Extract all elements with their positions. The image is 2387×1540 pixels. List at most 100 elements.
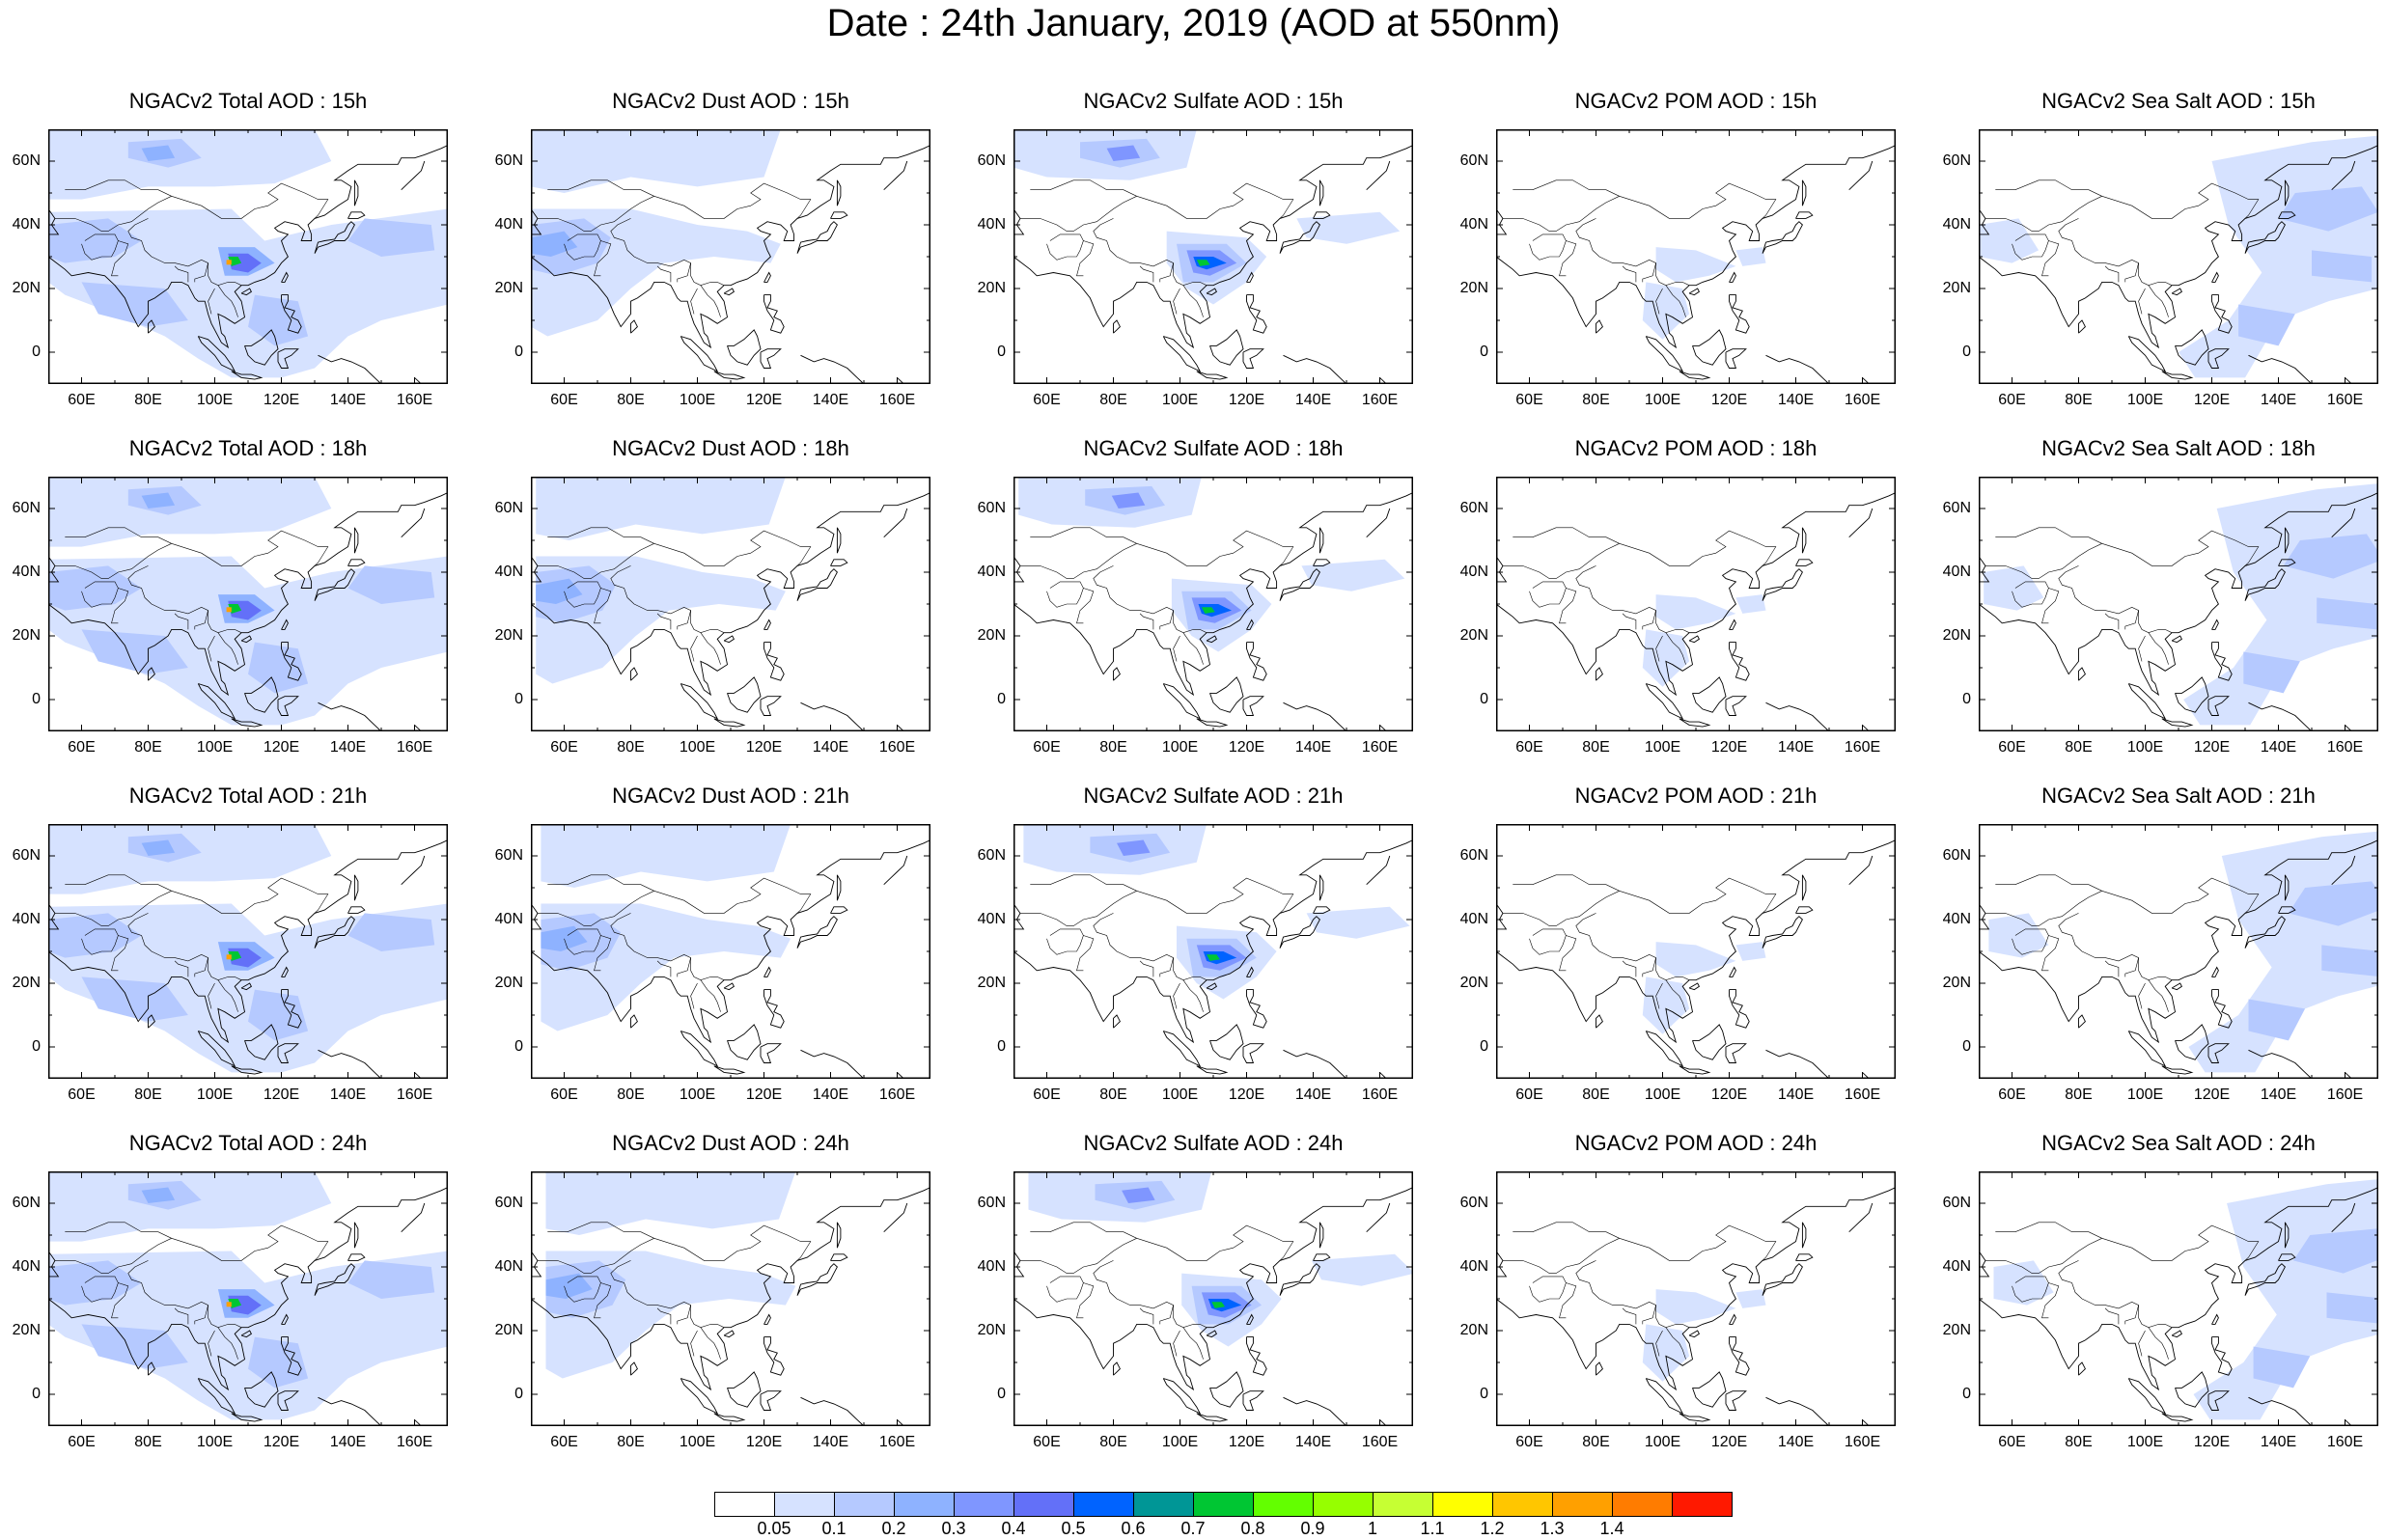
lon-tick-label: 120E bbox=[263, 739, 300, 756]
coastline bbox=[2161, 718, 2194, 728]
coastline bbox=[1318, 179, 1324, 206]
country-border bbox=[1019, 196, 1137, 232]
colorbar-label: 0.6 bbox=[1121, 1519, 1146, 1538]
coastline bbox=[1206, 1330, 1217, 1338]
lat-tick-label: 40N bbox=[1942, 911, 1971, 927]
aerosol-plume bbox=[1211, 1302, 1226, 1308]
coastline bbox=[277, 348, 299, 369]
country-border bbox=[1619, 530, 1777, 566]
coastline bbox=[1209, 1024, 1244, 1060]
country-border bbox=[171, 530, 329, 566]
coastline bbox=[1162, 1378, 1202, 1415]
aerosol-plume bbox=[1735, 1289, 1766, 1308]
country-border bbox=[2104, 613, 2120, 630]
country-border bbox=[594, 935, 612, 972]
coastline bbox=[2248, 701, 2313, 731]
lat-tick-label: 20N bbox=[1459, 975, 1488, 991]
country-border bbox=[1559, 240, 1577, 277]
country-border bbox=[194, 1305, 208, 1325]
country-border bbox=[81, 928, 119, 955]
country-border bbox=[653, 530, 812, 566]
colorbar-swatch bbox=[1432, 1492, 1493, 1517]
coastline bbox=[353, 874, 359, 901]
aerosol-plume bbox=[1735, 594, 1766, 614]
lat-tick-label: 60N bbox=[494, 1195, 523, 1211]
coastline bbox=[1279, 568, 1320, 601]
coastline bbox=[1765, 354, 1830, 384]
coastline bbox=[1765, 1049, 1830, 1079]
aerosol-plume bbox=[1306, 906, 1410, 939]
coastline bbox=[763, 966, 771, 977]
country-border bbox=[610, 565, 725, 634]
coastline bbox=[2278, 211, 2296, 219]
country-border bbox=[1619, 182, 1777, 219]
lon-tick-label: 120E bbox=[1228, 1434, 1265, 1450]
coastline bbox=[1725, 348, 1747, 369]
coastline bbox=[2211, 1336, 2233, 1376]
lon-tick-label: 140E bbox=[1777, 392, 1815, 408]
coastline bbox=[727, 1371, 762, 1408]
country-border bbox=[2138, 982, 2146, 1009]
coastline bbox=[1246, 642, 1267, 681]
coastline bbox=[796, 568, 838, 601]
aod-map-sulfate bbox=[1013, 477, 1413, 731]
lat-tick-label: 40N bbox=[494, 1258, 523, 1275]
lon-tick-label: 120E bbox=[745, 1434, 783, 1450]
coastline bbox=[1496, 556, 1508, 583]
aerosol-plume bbox=[1201, 607, 1215, 614]
aerosol-plume bbox=[48, 1260, 142, 1306]
country-border bbox=[594, 240, 612, 277]
coastline bbox=[1496, 1187, 1896, 1391]
coastline bbox=[1279, 221, 1320, 254]
coastline bbox=[2284, 179, 2290, 206]
coastline bbox=[1688, 288, 1700, 296]
lon-tick-label: 160E bbox=[878, 1086, 916, 1103]
coastline bbox=[2171, 1330, 2182, 1338]
lon-tick-label: 160E bbox=[1361, 392, 1399, 408]
coastline bbox=[1313, 906, 1331, 914]
aerosol-plume bbox=[1993, 1260, 2054, 1306]
country-border bbox=[1665, 1327, 1686, 1360]
country-border bbox=[547, 1222, 654, 1239]
lat-tick-label: 60N bbox=[12, 1195, 41, 1211]
lon-tick-label: 80E bbox=[1099, 1434, 1127, 1450]
coastline bbox=[1679, 718, 1711, 728]
lon-tick-label: 100E bbox=[679, 392, 716, 408]
coastline bbox=[830, 559, 848, 566]
country-border bbox=[1665, 632, 1686, 665]
country-border bbox=[1046, 928, 1084, 955]
lat-tick-label: 0 bbox=[514, 691, 523, 707]
coastline bbox=[318, 1396, 382, 1426]
colorbar-label: 0.2 bbox=[881, 1519, 906, 1538]
coastline bbox=[1496, 145, 1896, 349]
coastline bbox=[680, 683, 719, 720]
country-border bbox=[111, 588, 129, 624]
country-border bbox=[1093, 565, 1207, 634]
aerosol-plume bbox=[248, 989, 309, 1041]
lon-tick-label: 60E bbox=[68, 1086, 96, 1103]
coastline bbox=[2078, 319, 2086, 334]
lat-tick-label: 40N bbox=[977, 564, 1006, 580]
coastline bbox=[1496, 492, 1896, 697]
colorbar-swatch bbox=[1672, 1492, 1733, 1517]
panel-title: NGACv2 Total AOD : 15h bbox=[128, 89, 368, 113]
lon-tick-label: 60E bbox=[1515, 739, 1543, 756]
lat-tick-label: 20N bbox=[494, 627, 523, 644]
coastline bbox=[763, 989, 785, 1029]
lat-tick-label: 20N bbox=[977, 280, 1006, 296]
aerosol-plume bbox=[347, 565, 435, 604]
country-border bbox=[1985, 891, 2102, 926]
colorbar-label: 1.1 bbox=[1420, 1519, 1445, 1538]
coastline bbox=[2207, 1043, 2230, 1063]
coastline bbox=[723, 288, 735, 296]
lon-tick-label: 100E bbox=[2126, 739, 2164, 756]
lon-tick-label: 60E bbox=[550, 739, 578, 756]
country-border bbox=[1182, 285, 1204, 317]
lat-tick-label: 60N bbox=[1942, 500, 1971, 516]
aerosol-plume bbox=[248, 294, 309, 346]
lon-tick-label: 120E bbox=[1228, 739, 1265, 756]
colorbar-swatch bbox=[1492, 1492, 1553, 1517]
lat-tick-label: 0 bbox=[1962, 1038, 1971, 1055]
lat-tick-label: 60N bbox=[1459, 1195, 1488, 1211]
country-border bbox=[690, 982, 698, 1009]
